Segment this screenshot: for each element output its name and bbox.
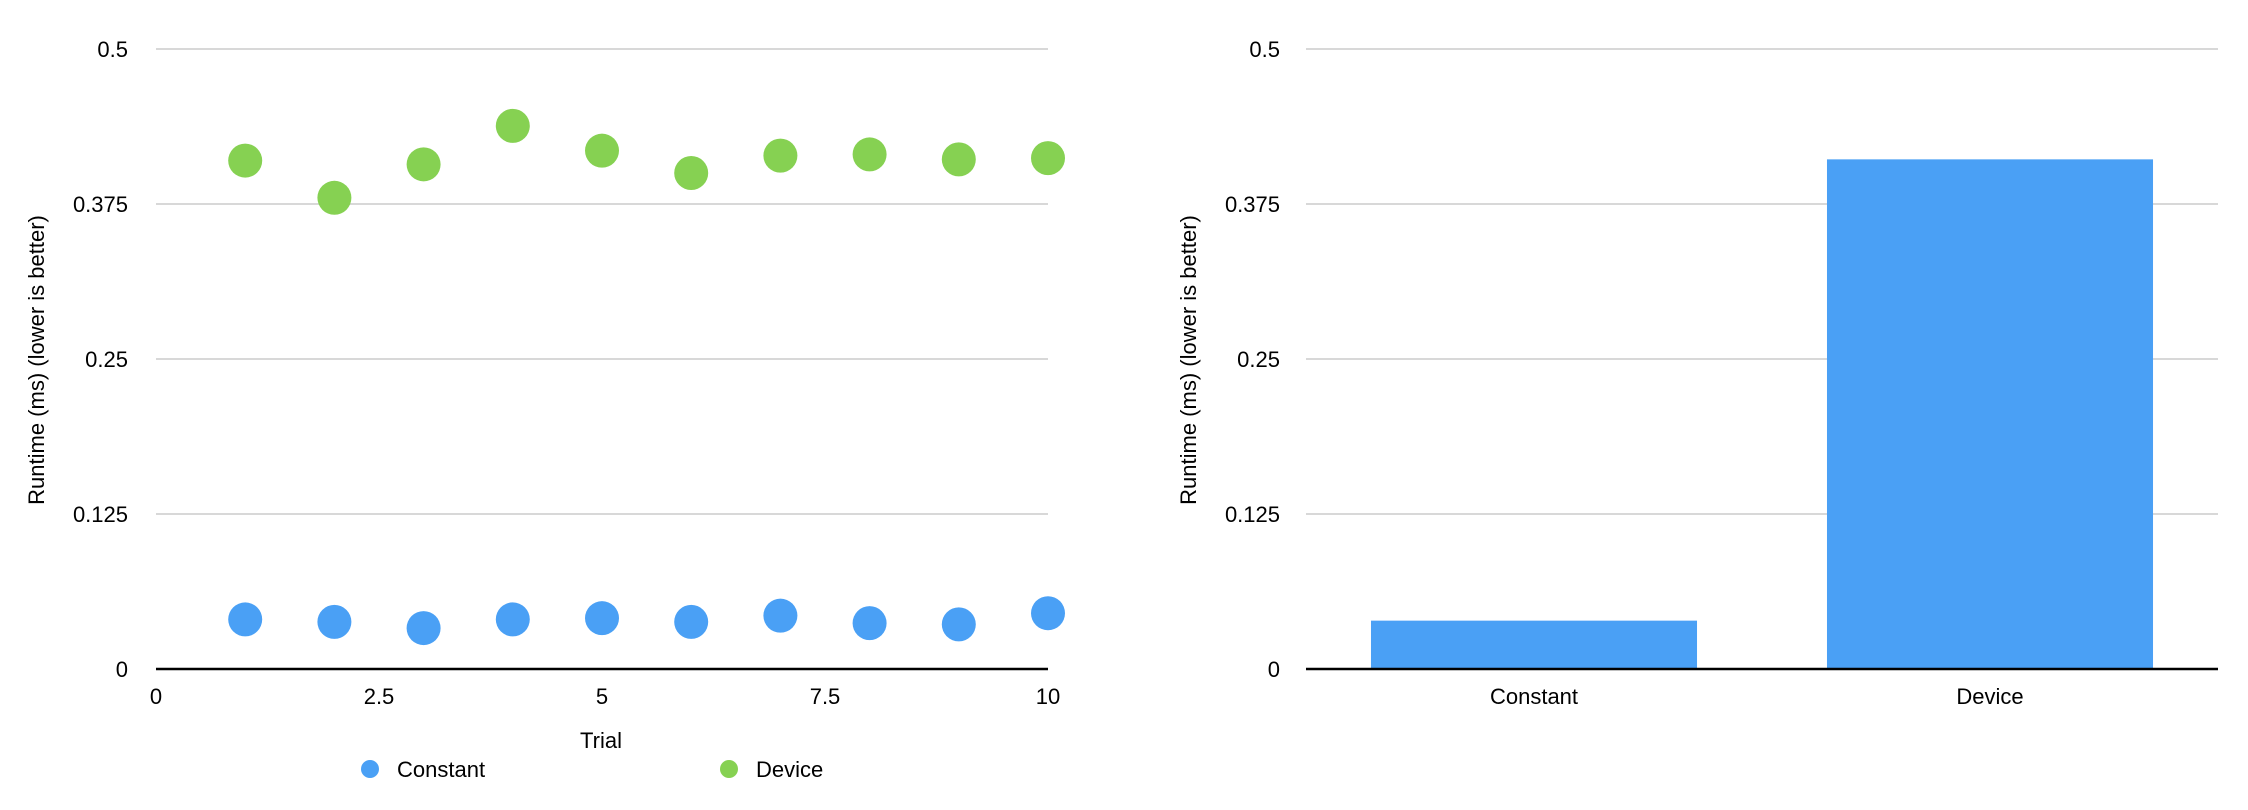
data-point-device (495, 108, 530, 143)
y-tick-label: 0.25 (85, 347, 128, 372)
bar-series (1370, 159, 2154, 670)
scatter-y-axis-label: Runtime (ms) (lower is better) (24, 215, 49, 505)
data-point-constant (941, 607, 976, 642)
category-label: Constant (1490, 684, 1578, 709)
x-tick-label: 2.5 (364, 684, 395, 709)
x-tick-label: 7.5 (810, 684, 841, 709)
legend-label-device: Device (756, 757, 823, 782)
y-tick-label: 0.25 (1237, 347, 1280, 372)
scatter-y-tick-labels: 0 0.125 0.25 0.375 0.5 (73, 37, 128, 682)
scatter-points (228, 108, 1065, 646)
y-tick-label: 0.375 (73, 192, 128, 217)
legend-marker-constant (361, 760, 379, 778)
data-point-device (317, 180, 352, 215)
scatter-chart: 0 0.125 0.25 0.375 0.5 0 2.5 5 7.5 10 Runtime (m… (24, 37, 1065, 782)
data-point-device (763, 138, 798, 173)
y-tick-label: 0 (1268, 657, 1280, 682)
bar-device (1826, 159, 2154, 670)
bar-chart: 0 0.125 0.25 0.375 0.5 Constant Device Runtim… (1176, 37, 2218, 709)
x-tick-label: 5 (596, 684, 608, 709)
y-tick-label: 0.125 (1225, 502, 1280, 527)
data-point-device (941, 142, 976, 177)
data-point-constant (495, 602, 530, 637)
data-point-constant (585, 601, 619, 636)
data-point-constant (228, 602, 263, 637)
data-point-device (406, 147, 441, 182)
data-point-constant (763, 598, 798, 633)
y-tick-label: 0.125 (73, 502, 128, 527)
data-point-device (852, 137, 887, 172)
data-point-constant (1031, 596, 1065, 631)
scatter-x-tick-labels: 0 2.5 5 7.5 10 (150, 684, 1060, 709)
data-point-device (228, 143, 263, 178)
data-point-device (1031, 141, 1065, 176)
scatter-gridlines (156, 48, 1048, 515)
bar-y-tick-labels: 0 0.125 0.25 0.375 0.5 (1225, 37, 1280, 682)
data-point-constant (674, 604, 709, 639)
scatter-x-axis-label: Trial (580, 728, 622, 753)
x-tick-label: 0 (150, 684, 162, 709)
legend: Constant Device (361, 757, 823, 782)
x-tick-label: 10 (1036, 684, 1060, 709)
legend-marker-device (720, 760, 738, 778)
category-label: Device (1956, 684, 2023, 709)
data-point-device (585, 133, 619, 168)
y-tick-label: 0.5 (1249, 37, 1280, 62)
y-tick-label: 0 (116, 657, 128, 682)
data-point-device (674, 156, 709, 190)
data-point-constant (317, 604, 352, 639)
bar-category-labels: Constant Device (1490, 684, 2024, 709)
data-point-constant (406, 611, 441, 646)
bar-y-axis-label: Runtime (ms) (lower is better) (1176, 215, 1201, 505)
data-point-constant (852, 606, 887, 641)
y-tick-label: 0.5 (97, 37, 128, 62)
y-tick-label: 0.375 (1225, 192, 1280, 217)
legend-label-constant: Constant (397, 757, 485, 782)
bar-constant (1370, 620, 1698, 669)
